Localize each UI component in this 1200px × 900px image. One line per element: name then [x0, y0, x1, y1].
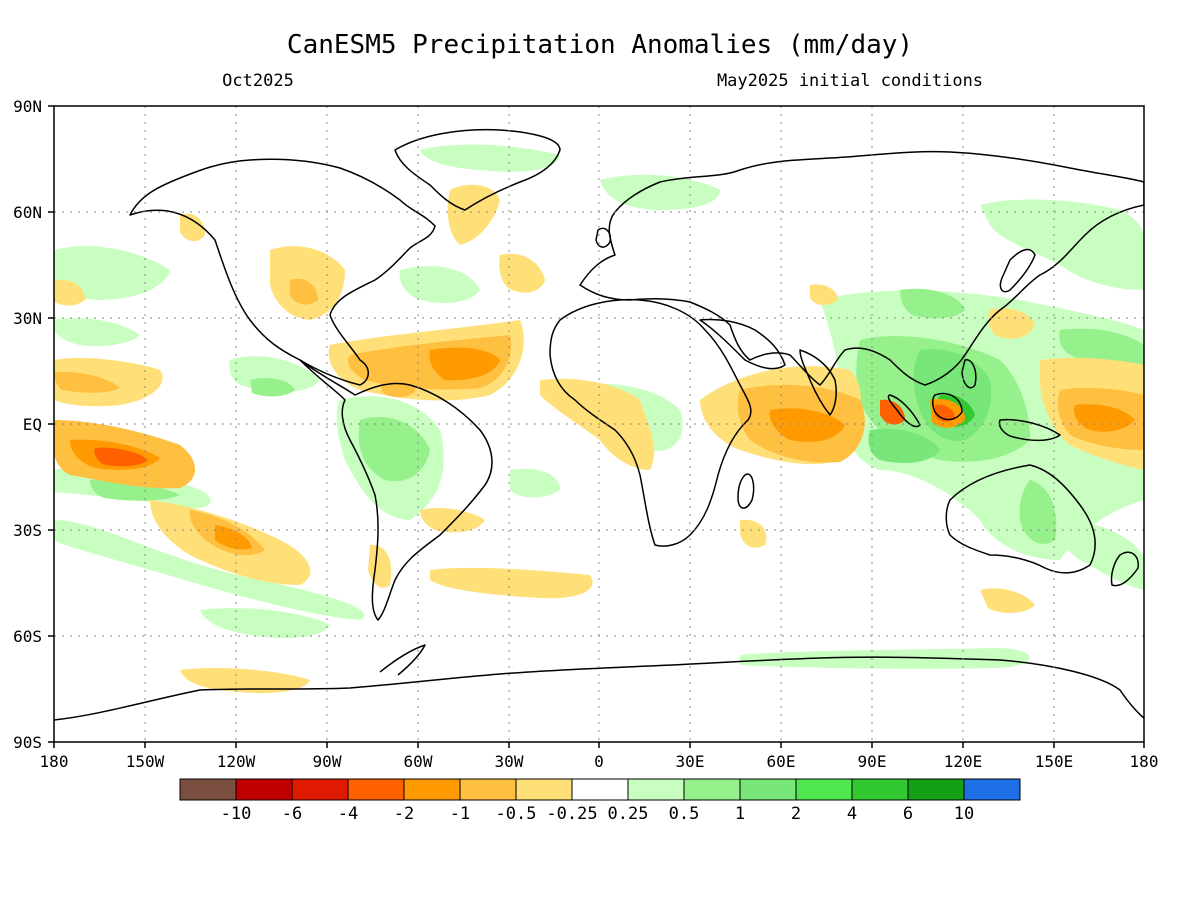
lon-label: 60E — [767, 752, 796, 771]
colorbar-tick-label: -0.25 — [546, 804, 597, 824]
coastline-british-isles — [595, 227, 612, 248]
map-title: CanESM5 Precipitation Anomalies (mm/day) — [287, 30, 913, 60]
coastline-eurasia — [579, 150, 1144, 386]
colorbar-tick-label: -2 — [394, 804, 414, 824]
colorbar-tick-label: -6 — [282, 804, 302, 824]
colorbar-tick-label: 10 — [954, 804, 974, 824]
colorbar-swatch — [851, 778, 909, 801]
colorbar-swatch — [459, 778, 517, 801]
coastline-madagascar — [737, 473, 755, 509]
lat-label: 30S — [13, 521, 42, 540]
colorbar-swatch — [907, 778, 965, 801]
colorbar-tick-label: 0.5 — [669, 804, 700, 824]
colorbar-swatch — [235, 778, 293, 801]
coastline-australia — [945, 464, 1096, 574]
colorbar-tick-label: 2 — [791, 804, 801, 824]
coastline-antarctica — [54, 656, 1144, 721]
coastline-south-america — [299, 359, 493, 621]
colorbar-swatch — [795, 778, 853, 801]
lon-label: 120E — [944, 752, 983, 771]
colorbar-swatch — [179, 778, 237, 801]
lon-label: 180 — [40, 752, 69, 771]
coastline-new-guinea — [998, 418, 1061, 442]
colorbar-boxes — [179, 778, 1021, 801]
coastline-north-america — [129, 158, 436, 386]
lon-label: 30W — [495, 752, 524, 771]
colorbar: -10 -6 -4 -2 -1 -0.5 -0.25 0.25 0.5 1 2 4 6 10 — [179, 778, 1021, 824]
coastlines — [54, 128, 1144, 721]
colorbar-tick-label: 0.25 — [608, 804, 649, 824]
coastline-africa — [549, 298, 752, 547]
colorbar-labels: -10 -6 -4 -2 -1 -0.5 -0.25 0.25 0.5 1 2 4 6 10 — [221, 804, 975, 824]
colorbar-swatch — [403, 778, 461, 801]
lon-label: 60W — [404, 752, 433, 771]
lat-label: 90S — [13, 733, 42, 752]
coastline-india — [799, 349, 837, 416]
lat-label: EQ — [23, 415, 42, 434]
lon-label: 90W — [313, 752, 342, 771]
lon-label: 150W — [126, 752, 165, 771]
axis-ticks — [48, 105, 1145, 748]
colorbar-tick-label: -10 — [221, 804, 252, 824]
colorbar-tick-label: 4 — [847, 804, 857, 824]
initial-conditions-label: May2025 initial conditions — [717, 71, 983, 91]
lon-label: 180 — [1130, 752, 1159, 771]
lon-label: 120W — [217, 752, 256, 771]
dry-very-strong-areas — [94, 399, 955, 467]
longitude-labels: 180 150W 120W 90W 60W 30W 0 30E 60E 90E … — [40, 752, 1159, 771]
lon-label: 30E — [676, 752, 705, 771]
colorbar-swatch — [683, 778, 741, 801]
coastline-greenland — [394, 128, 561, 211]
colorbar-tick-label: -1 — [450, 804, 470, 824]
colorbar-tick-label: -0.5 — [496, 804, 537, 824]
coastline-antarctic-peninsula — [379, 644, 426, 676]
valid-month-label: Oct2025 — [222, 71, 294, 91]
colorbar-tick-label: 1 — [735, 804, 745, 824]
coastline-arabia — [699, 318, 786, 370]
colorbar-swatch — [291, 778, 349, 801]
lon-label: 90E — [858, 752, 887, 771]
lat-label: 60S — [13, 627, 42, 646]
coastline-borneo — [932, 392, 963, 421]
colorbar-tick-label: 6 — [903, 804, 913, 824]
latitude-labels: 90N 60N 30N EQ 30S 60S 90S — [13, 97, 42, 752]
lat-label: 30N — [13, 309, 42, 328]
colorbar-swatch — [739, 778, 797, 801]
colorbar-tick-label: -4 — [338, 804, 358, 824]
colorbar-swatch — [571, 778, 629, 801]
coastline-sumatra — [887, 394, 921, 428]
lon-label: 150E — [1035, 752, 1074, 771]
colorbar-swatch — [963, 778, 1021, 801]
lat-label: 90N — [13, 97, 42, 116]
gridlines — [54, 106, 1144, 742]
coastline-new-zealand — [1110, 551, 1139, 587]
lat-label: 60N — [13, 203, 42, 222]
lon-label: 0 — [594, 752, 604, 771]
colorbar-swatch — [627, 778, 685, 801]
colorbar-swatch — [347, 778, 405, 801]
colorbar-swatch — [515, 778, 573, 801]
coastline-japan — [999, 248, 1036, 293]
map-area — [54, 106, 1144, 742]
